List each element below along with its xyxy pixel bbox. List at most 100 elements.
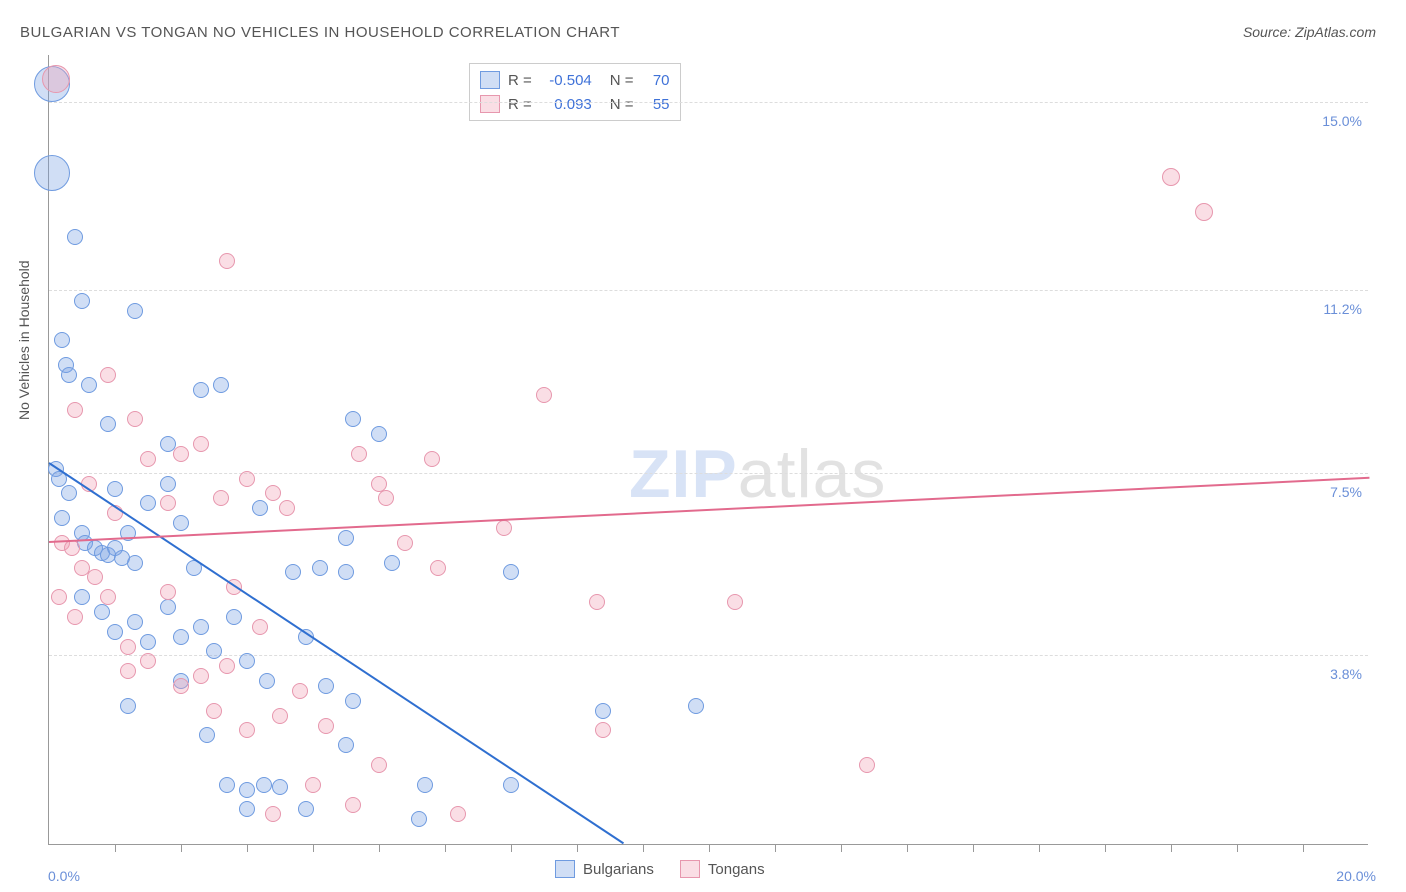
x-tick	[1039, 844, 1040, 852]
data-point	[74, 589, 90, 605]
data-point	[384, 555, 400, 571]
data-point	[140, 634, 156, 650]
stat-n-value-bulgarians: 70	[642, 72, 670, 89]
stats-row-bulgarians: R = -0.504 N = 70	[480, 68, 670, 92]
data-point	[127, 555, 143, 571]
data-point	[140, 495, 156, 511]
data-point	[256, 777, 272, 793]
chart-title: BULGARIAN VS TONGAN NO VEHICLES IN HOUSE…	[20, 24, 620, 41]
series-legend: Bulgarians Tongans	[555, 860, 765, 878]
data-point	[595, 703, 611, 719]
data-point	[107, 624, 123, 640]
legend-label-bulgarians: Bulgarians	[583, 861, 654, 878]
x-tick	[907, 844, 908, 852]
x-tick	[313, 844, 314, 852]
legend-item-bulgarians: Bulgarians	[555, 860, 654, 878]
data-point	[61, 485, 77, 501]
data-point	[199, 727, 215, 743]
data-point	[61, 367, 77, 383]
stat-r-value-tongans: 0.093	[540, 96, 592, 113]
data-point	[397, 535, 413, 551]
data-point	[173, 446, 189, 462]
data-point	[42, 65, 70, 93]
data-point	[595, 722, 611, 738]
data-point	[345, 411, 361, 427]
data-point	[345, 797, 361, 813]
data-point	[160, 476, 176, 492]
swatch-bulgarians	[480, 71, 500, 89]
data-point	[226, 609, 242, 625]
data-point	[193, 619, 209, 635]
data-point	[206, 703, 222, 719]
stat-n-value-tongans: 55	[642, 96, 670, 113]
x-tick	[511, 844, 512, 852]
data-point	[279, 500, 295, 516]
data-point	[100, 367, 116, 383]
data-point	[120, 639, 136, 655]
data-point	[67, 229, 83, 245]
data-point	[371, 757, 387, 773]
data-point	[450, 806, 466, 822]
data-point	[272, 779, 288, 795]
data-point	[424, 451, 440, 467]
x-tick	[247, 844, 248, 852]
data-point	[252, 619, 268, 635]
data-point	[318, 678, 334, 694]
data-point	[265, 806, 281, 822]
data-point	[193, 668, 209, 684]
data-point	[371, 476, 387, 492]
data-point	[127, 411, 143, 427]
data-point	[239, 722, 255, 738]
x-tick	[577, 844, 578, 852]
data-point	[298, 801, 314, 817]
chart-plot-area: ZIPatlas R = -0.504 N = 70 R = 0.093 N =…	[48, 55, 1368, 845]
data-point	[219, 777, 235, 793]
watermark-zip: ZIP	[629, 436, 738, 512]
x-tick	[775, 844, 776, 852]
data-point	[239, 471, 255, 487]
y-tick-label: 15.0%	[1322, 113, 1362, 129]
data-point	[371, 426, 387, 442]
stats-row-tongans: R = 0.093 N = 55	[480, 92, 670, 116]
data-point	[252, 500, 268, 516]
data-point	[265, 485, 281, 501]
data-point	[67, 609, 83, 625]
data-point	[239, 801, 255, 817]
data-point	[140, 653, 156, 669]
data-point	[496, 520, 512, 536]
data-point	[259, 673, 275, 689]
data-point	[74, 293, 90, 309]
stat-n-label: N =	[610, 72, 634, 89]
x-tick	[973, 844, 974, 852]
data-point	[94, 604, 110, 620]
x-tick	[1303, 844, 1304, 852]
data-point	[120, 663, 136, 679]
data-point	[589, 594, 605, 610]
x-tick	[841, 844, 842, 852]
gridline	[49, 290, 1368, 291]
data-point	[160, 599, 176, 615]
data-point	[503, 777, 519, 793]
legend-swatch-bulgarians	[555, 860, 575, 878]
data-point	[292, 683, 308, 699]
legend-label-tongans: Tongans	[708, 861, 765, 878]
y-tick-label: 11.2%	[1323, 301, 1362, 317]
x-tick	[1171, 844, 1172, 852]
data-point	[140, 451, 156, 467]
data-point	[173, 629, 189, 645]
stat-r-label: R =	[508, 72, 532, 89]
data-point	[219, 253, 235, 269]
stats-legend: R = -0.504 N = 70 R = 0.093 N = 55	[469, 63, 681, 121]
x-axis-min-label: 0.0%	[48, 868, 80, 884]
y-tick-label: 3.8%	[1330, 666, 1362, 682]
data-point	[160, 495, 176, 511]
data-point	[107, 481, 123, 497]
y-axis-label: No Vehicles in Household	[16, 260, 32, 420]
data-point	[417, 777, 433, 793]
data-point	[312, 560, 328, 576]
data-point	[411, 811, 427, 827]
data-point	[51, 589, 67, 605]
data-point	[285, 564, 301, 580]
data-point	[120, 698, 136, 714]
data-point	[1162, 168, 1180, 186]
